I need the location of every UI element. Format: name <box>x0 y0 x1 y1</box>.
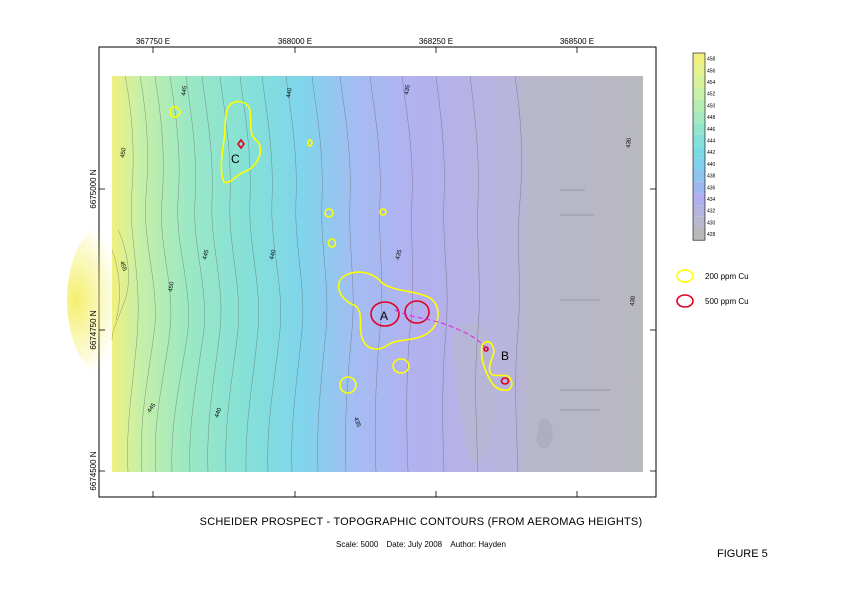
cu-200ppm-anomalies <box>169 100 513 394</box>
legend-swatch-200ppm <box>676 269 694 283</box>
anomaly-200 <box>307 139 313 147</box>
colorbar-swatch <box>693 53 705 65</box>
colorbar-label: 450 <box>707 103 716 109</box>
colorbar-border <box>692 52 706 241</box>
scale-text: Scale: 5000 <box>336 540 379 549</box>
colorbar-swatch <box>693 99 705 112</box>
anomaly-500-b2 <box>500 377 510 385</box>
legend-label-200ppm: 200 ppm Cu <box>705 272 749 281</box>
zone-label-b: B <box>501 349 509 363</box>
colorbar-label: 448 <box>707 115 716 121</box>
y-axis-ticks <box>99 188 656 472</box>
anomaly-200 <box>324 208 334 218</box>
contour-label: 445 <box>181 85 189 97</box>
colorbar-swatch <box>693 88 705 100</box>
colorbar-label: 456 <box>707 68 716 74</box>
colorbar-label: 428 <box>707 232 716 238</box>
contour-label: 435 <box>404 84 412 96</box>
colorbar-label: 432 <box>707 209 716 215</box>
trend-line <box>394 309 487 350</box>
colorbar-label: 436 <box>707 185 716 191</box>
cu-500ppm-anomalies <box>237 138 510 385</box>
x-tick-label: 368000 E <box>278 37 312 46</box>
x-axis-ticks <box>152 47 578 497</box>
y-tick-label: 6674500 N <box>89 451 98 490</box>
anomaly-500-a2 <box>404 300 430 324</box>
colorbar-label: 458 <box>707 57 716 63</box>
legend-swatch-500ppm <box>676 294 694 308</box>
map-subtitle: Scale: 5000 Date: July 2008 Author: Hayd… <box>0 540 842 549</box>
contour-label: 445 <box>147 402 158 414</box>
anomaly-500-a1 <box>370 301 400 327</box>
x-tick-label: 367750 E <box>136 37 170 46</box>
contour-label: 430 <box>626 137 633 148</box>
contour-label: 455 <box>118 261 127 273</box>
colorbar-swatch <box>693 228 705 241</box>
colorbar-swatch <box>693 158 705 170</box>
anomaly-200 <box>327 238 337 248</box>
anomaly-200-a <box>338 271 439 350</box>
colorbar-swatch <box>693 76 705 89</box>
colorbar-swatch <box>693 134 705 147</box>
legend-label-500ppm: 500 ppm Cu <box>705 297 749 306</box>
x-tick-label: 368500 E <box>560 37 594 46</box>
figure-label: FIGURE 5 <box>717 548 768 560</box>
y-tick-label: 6675000 N <box>89 169 98 208</box>
anomaly-200 <box>339 376 357 394</box>
contour-label: 450 <box>120 147 128 159</box>
anomaly-200-c <box>220 100 262 184</box>
anomaly-200 <box>392 358 410 374</box>
colorbar-label: 454 <box>707 80 716 86</box>
contour-label: 440 <box>214 407 223 419</box>
contour-label: 450 <box>168 281 176 293</box>
contour-label: 435 <box>352 417 361 429</box>
legend: 200 ppm Cu 500 ppm Cu <box>676 269 749 308</box>
colorbar-label: 440 <box>707 162 716 168</box>
contour-label-group: 445 440 435 450 445 440 435 455 450 445 … <box>118 84 637 429</box>
colorbar-label: 430 <box>707 220 716 226</box>
contour-label: 430 <box>630 295 637 306</box>
anomaly-200-b <box>480 340 513 392</box>
colorbar-label: 446 <box>707 127 716 133</box>
colorbar-swatch <box>693 111 705 124</box>
map-surface <box>67 76 643 472</box>
anomaly-200 <box>169 106 181 118</box>
colorbar-swatch <box>693 216 705 229</box>
contour-lines <box>111 75 610 473</box>
colorbar-swatch <box>693 123 705 135</box>
colorbar-swatch <box>693 205 705 217</box>
colorbar-label: 444 <box>707 139 716 145</box>
y-tick-label: 6674750 N <box>89 310 98 349</box>
colorbar-swatch <box>693 146 705 159</box>
author-text: Author: Hayden <box>450 540 506 549</box>
map-title: SCHEIDER PROSPECT - TOPOGRAPHIC CONTOURS… <box>199 516 643 528</box>
anomaly-500-c <box>237 138 245 150</box>
anomaly-500-b1 <box>483 346 489 352</box>
anomaly-200 <box>379 208 387 216</box>
zone-label-c: C <box>231 152 240 166</box>
contour-label: 445 <box>202 249 211 261</box>
colorbar-label: 438 <box>707 174 716 180</box>
date-text: Date: July 2008 <box>386 540 443 549</box>
x-tick-label: 368250 E <box>419 37 453 46</box>
contour-label: 440 <box>286 87 294 99</box>
colorbar-swatch <box>693 193 705 206</box>
contour-label: 440 <box>269 249 278 261</box>
colorbar-label: 434 <box>707 197 716 203</box>
colorbar-swatch <box>693 170 705 182</box>
colorbar-label: 442 <box>707 150 716 156</box>
colorbar-label: 452 <box>707 92 716 98</box>
colorbar-swatch <box>693 181 705 194</box>
zone-label-a: A <box>380 309 388 323</box>
elevation-colorbar: 458 456 454 452 450 448 446 444 442 440 438 436 434 4… <box>692 52 716 241</box>
colorbar-swatch <box>693 64 705 77</box>
contour-label: 435 <box>395 249 404 261</box>
